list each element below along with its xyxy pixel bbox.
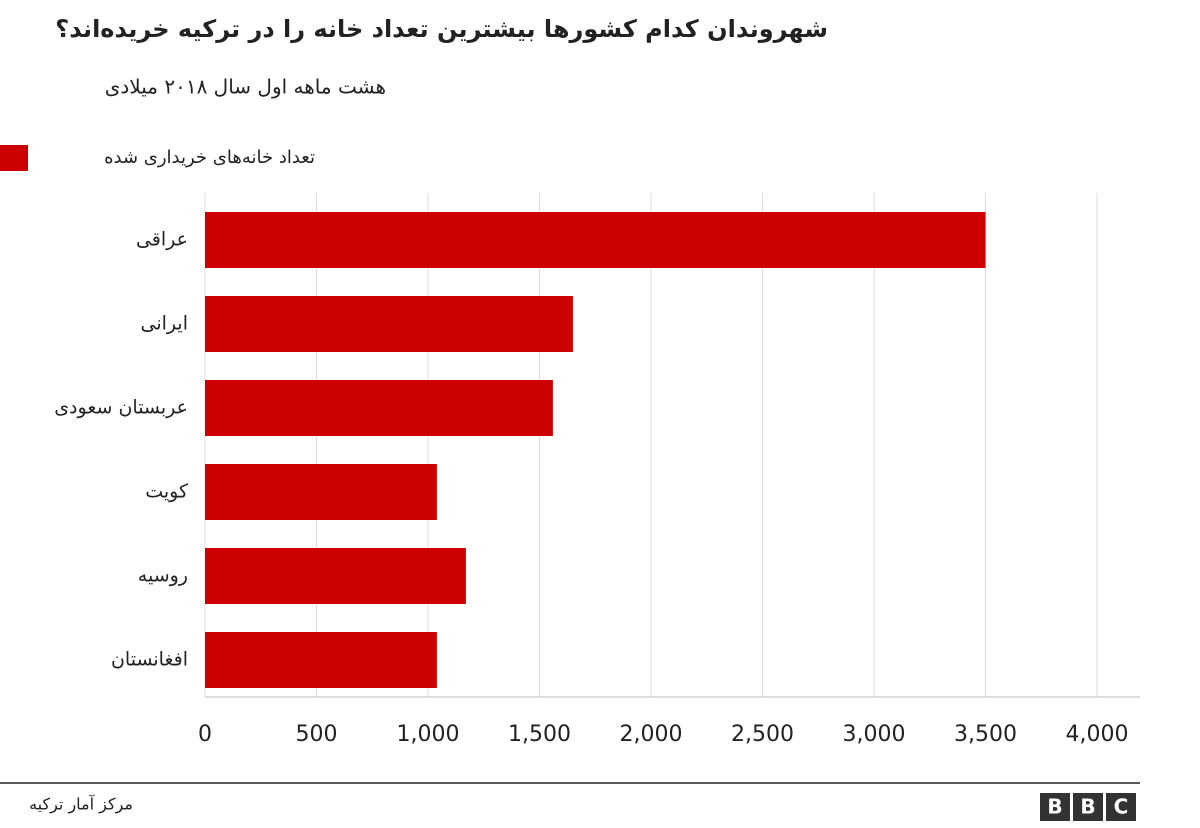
x-tick-label: 0 [198, 722, 212, 747]
source: مرکز آمار ترکیه [29, 795, 133, 815]
x-tick-label: 3,000 [843, 722, 906, 747]
logo-letter: B [1080, 795, 1095, 819]
x-tick-label: 2,500 [731, 722, 794, 747]
y-tick-label: ایرانی [141, 313, 188, 335]
logo-box [1106, 793, 1136, 821]
chart-subtitle: هشت ماهه اول سال ۲۰۱۸ میلادی [105, 75, 386, 99]
bar [205, 464, 437, 520]
chart-title: شهروندان کدام کشورها بیشترین تعداد خانه … [55, 15, 828, 43]
bar [205, 548, 466, 604]
bar [205, 296, 573, 352]
x-tick-label: 4,000 [1066, 722, 1129, 747]
y-tick-label: عراقی [136, 229, 188, 251]
x-tick-label: 1,500 [508, 722, 571, 747]
y-tick-label: عربستان سعودی [54, 397, 188, 419]
x-tick-label: 2,000 [620, 722, 683, 747]
logo-box [1040, 793, 1070, 821]
legend-swatch [0, 145, 28, 171]
y-tick-label: افغانستان [111, 649, 188, 671]
y-tick-label: کویت [145, 481, 189, 503]
bar [205, 380, 553, 436]
logo-box [1073, 793, 1103, 821]
x-tick-label: 1,000 [397, 722, 460, 747]
legend-label: تعداد خانه‌های خریداری شده [104, 147, 315, 168]
bar [205, 212, 986, 268]
logo-letter: B [1047, 795, 1062, 819]
logo-letter: C [1114, 795, 1129, 819]
y-tick-label: روسیه [138, 565, 188, 587]
x-tick-label: 3,500 [954, 722, 1017, 747]
x-tick-label: 500 [296, 722, 338, 747]
bar [205, 632, 437, 688]
